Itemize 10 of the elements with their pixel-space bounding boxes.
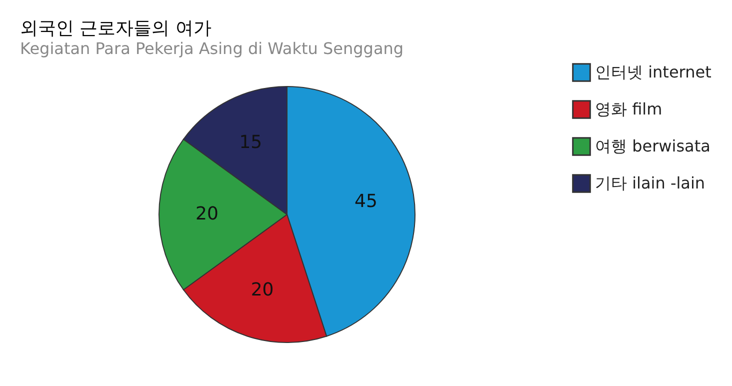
legend-label: 영화 film [595,100,662,118]
chart-subtitle: Kegiatan Para Pekerja Asing di Waktu Senggang [20,39,404,58]
legend-label: 인터넷 internet [595,62,712,82]
chart-title: 외국인 근로자들의 여가 [20,18,212,39]
data-label: 20 [250,280,274,301]
legend-label: 여행 berwisata [595,136,710,156]
data-label: 20 [196,204,218,224]
legend-label: 기타 ilain -lain [595,174,706,192]
data-label: 45 [354,190,378,212]
data-label: 15 [239,132,262,154]
